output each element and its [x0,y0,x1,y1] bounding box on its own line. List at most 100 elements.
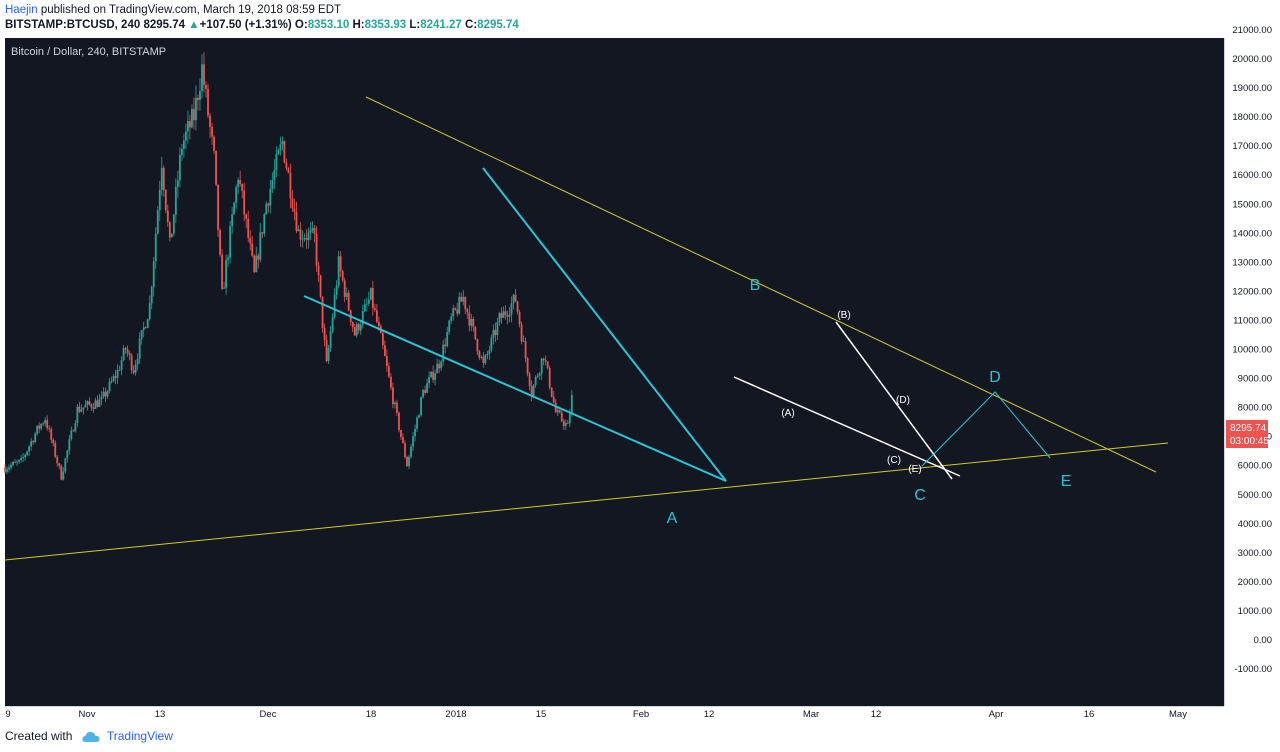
candle-body [456,309,459,314]
candle-body [32,441,35,443]
countdown-label: 03:00:45 [1230,436,1269,447]
candle-body [522,341,525,343]
candle-body [442,344,445,362]
candle-body [90,404,93,408]
price-tick-label: 16000.00 [1232,170,1272,181]
candle-body [542,358,545,361]
candle-body [468,312,471,326]
candle-body [259,232,262,260]
wedge-lower-line[interactable] [303,295,727,482]
footer: Created with TradingView [5,729,173,743]
candle-body [100,396,103,400]
candle-body [448,320,451,333]
created-with-label: Created with [5,729,73,743]
candle-body [70,430,73,440]
candle-body [235,186,238,203]
candle-body [58,463,61,466]
candle-body [466,309,469,313]
price-scale[interactable] [1224,38,1279,706]
candle-body [490,337,493,350]
candle-body [130,355,133,371]
candle-body [406,457,408,467]
price-tick-label: 18000.00 [1232,112,1272,123]
candle-body [514,294,517,302]
candle-body [295,211,298,232]
candle-body [64,458,67,472]
candle-body [267,203,270,206]
subwave-label-e: (E) [908,464,921,475]
low-label: L: [409,19,421,31]
candle-body [4,467,6,472]
price-tick-label: 14000.00 [1232,228,1272,239]
wave-label-a: A [667,510,678,527]
candle-body [213,136,215,151]
candle-body [307,232,310,241]
candle-body [46,420,49,429]
candle-body [273,170,276,181]
candle-body [102,391,105,397]
candle-body [454,308,457,310]
triangle-lower-trendline[interactable] [4,442,1169,561]
candle-body [152,261,155,288]
candle-body [313,228,316,234]
candle-body [444,344,447,347]
candle-body [229,226,232,258]
candle-body [287,168,290,173]
candle-body [470,318,473,326]
projected-wave-path[interactable] [921,391,1051,467]
candle-body [450,316,453,321]
candle-body [355,324,358,336]
candle-body [492,329,495,338]
time-tick-label: 9 [5,709,10,720]
price-tick-label: 15000.00 [1232,199,1272,210]
candle-body [187,121,189,132]
candle-body [520,324,523,342]
candle-body [72,430,75,432]
subwedge-upper-line[interactable] [835,321,953,480]
subwave-label-c: (C) [887,455,901,466]
wave-label-c: C [914,487,926,504]
high-value: 8353.93 [364,19,407,31]
author-link[interactable]: Haejin [5,4,38,16]
candle-body [353,327,356,336]
candle-body [233,202,236,215]
subwedge-lower-line[interactable] [733,376,961,477]
candle-body [530,386,533,396]
candle-body [211,126,213,137]
candle-body [480,356,483,358]
candle-body [317,265,320,276]
candle-body [321,296,324,329]
candle-body [88,401,91,405]
candle-body [552,396,555,403]
candle-body [506,315,509,317]
candle-body [566,423,569,424]
candle-body [412,436,414,447]
chart-pane[interactable] [5,38,1224,706]
candle-body [309,230,312,233]
candle-body [365,303,368,305]
candle-body [118,369,121,371]
candle-body [76,406,79,424]
wedge-upper-line[interactable] [482,167,727,482]
candle-body [164,189,167,211]
ohlc-legend: BITSTAMP:BTCUSD, 240 8295.74 ▲+107.50 (+… [5,19,519,31]
candle-body [243,190,246,215]
candle-body [293,208,296,212]
candle-body [195,97,197,121]
time-axis[interactable] [5,706,1224,723]
candle-body [231,214,234,227]
candle-body [146,319,149,329]
candle-body [508,314,511,317]
candle-body [281,141,284,145]
candle-body [122,348,125,361]
candle-body [30,441,33,447]
candle-body [92,407,95,409]
candle-body [223,287,225,289]
candle-body [162,167,165,190]
triangle-upper-trendline[interactable] [365,96,1157,473]
candle-body [426,383,428,393]
tradingview-brand-link[interactable]: TradingView [106,729,173,743]
candle-body [534,376,537,386]
candle-body [116,370,119,378]
